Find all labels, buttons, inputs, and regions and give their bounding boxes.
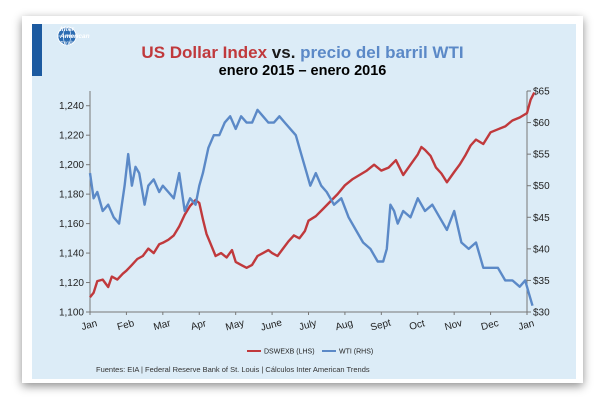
legend-wti-label: WTI (RHS) <box>339 349 373 356</box>
right-tick-label: $60 <box>533 118 550 129</box>
x-tick-label: Oct <box>408 318 426 333</box>
right-tick-label: $30 <box>533 308 550 319</box>
left-tick-label: 1,160 <box>59 219 84 230</box>
x-tick-label: Feb <box>116 318 136 333</box>
left-tick-label: 1,180 <box>59 190 84 201</box>
chart-subtitle: enero 2015 – enero 2016 <box>218 63 387 79</box>
wti-line <box>88 108 534 307</box>
chart-title: US Dollar Index vs. precio del barril WT… <box>0 43 605 63</box>
globe-icon <box>57 26 77 46</box>
title-vs: vs. <box>267 43 301 62</box>
x-tick-label: July <box>298 318 318 333</box>
left-tick-label: 1,200 <box>59 160 84 171</box>
right-tick-label: $50 <box>533 181 550 192</box>
right-tick-label: $55 <box>533 150 550 161</box>
left-tick-label: 1,100 <box>59 308 84 319</box>
right-tick-label: $40 <box>533 244 550 255</box>
right-tick-label: $45 <box>533 213 550 224</box>
logo-line1: Inter <box>60 26 75 33</box>
logo-text: Inter American Trends <box>60 26 90 47</box>
left-tick-label: 1,140 <box>59 249 84 260</box>
left-tick-label: 1,120 <box>59 278 84 289</box>
left-tick-label: 1,220 <box>59 131 84 142</box>
x-tick-label: June <box>260 317 284 333</box>
x-tick-label: May <box>224 318 245 334</box>
x-tick-label: Sept <box>369 318 392 334</box>
x-tick-label: Jan <box>517 318 535 333</box>
logo-line2: American <box>60 32 90 40</box>
dollar-index-line <box>89 91 536 299</box>
title-dollar: US Dollar Index <box>141 43 268 62</box>
logo-line3: Trends <box>60 40 74 45</box>
right-tick-label: $65 <box>533 87 550 98</box>
x-tick-label: Jan <box>80 318 98 333</box>
x-tick-label: Aug <box>334 318 354 333</box>
title-wti: precio del barril WTI <box>300 43 464 62</box>
x-tick-label: Apr <box>190 318 209 333</box>
x-tick-label: Mar <box>152 318 172 333</box>
legend-dollar-label: DSWEXB (LHS) <box>264 349 315 356</box>
left-tick-label: 1,240 <box>59 101 84 112</box>
source-note: Fuentes: EIA | Federal Reserve Bank of S… <box>96 365 370 374</box>
logo-strip <box>32 24 42 76</box>
x-tick-label: Nov <box>444 318 464 333</box>
x-tick-label: Dec <box>480 318 500 333</box>
right-tick-label: $35 <box>533 276 550 287</box>
